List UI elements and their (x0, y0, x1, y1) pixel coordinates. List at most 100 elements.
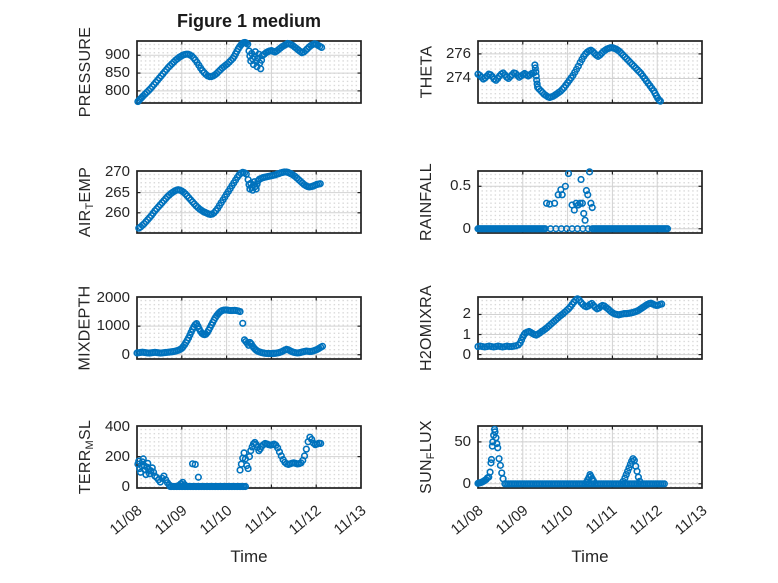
data-point (214, 68, 223, 76)
data-point (498, 469, 506, 477)
data-point (302, 445, 310, 453)
subplot-rainfall: 0 0.5 RAINFALL (418, 163, 703, 241)
subplot-mixdepth: 0 1000 2000 MIXDEPTH (77, 285, 362, 371)
xtick-label-11-09: 11/09 (492, 501, 532, 539)
subplot-sun-flux: 0 50 SUNFLUX 11/08 11/09 11/10 11/11 11/12 11/13 (418, 420, 710, 538)
terr-msl-plot-canvas (134, 425, 362, 491)
data-point (213, 69, 221, 78)
data-point (168, 60, 176, 68)
mixdepth-ytick-label: 2000 (96, 288, 130, 306)
data-point (588, 203, 596, 212)
data-point (487, 459, 495, 467)
data-point (160, 472, 168, 480)
data-point (656, 97, 664, 105)
xtick-label-11-12: 11/12 (285, 501, 325, 539)
h2omixra-plot-canvas (474, 295, 703, 360)
xtick-label-11-10: 11/10 (537, 501, 577, 539)
pressure-ytick-label: 800 (104, 81, 130, 99)
data-point (277, 452, 285, 460)
data-point (239, 319, 247, 327)
subplot-theta: 274 276 THETA (418, 40, 703, 105)
terr-msl-ylabel: TERRMSL (77, 419, 96, 495)
data-point (301, 47, 310, 55)
data-point (191, 460, 199, 469)
h2omixra-ylabel: H2OMIXRA (418, 285, 436, 371)
sun-flux-ytick-label: 0 (462, 474, 471, 492)
xtick-label-11-10: 11/10 (196, 501, 236, 539)
theta-ytick-label: 276 (445, 44, 471, 62)
data-point (494, 444, 502, 452)
data-point (532, 68, 540, 76)
xtick-label-11-12: 11/12 (626, 501, 666, 539)
data-point (493, 439, 501, 448)
theta-ylabel: THETA (418, 45, 436, 99)
h2omixra-ytick-label: 2 (462, 305, 471, 323)
data-point (585, 168, 594, 176)
data-point (225, 58, 233, 66)
data-point (145, 86, 153, 95)
data-point (533, 76, 541, 84)
data-point (577, 175, 585, 184)
data-point (318, 342, 327, 350)
sun-flux-plot-canvas (474, 425, 703, 489)
data-point (622, 470, 630, 479)
h2omixra-ytick-label: 0 (462, 345, 471, 363)
data-point (300, 452, 309, 460)
data-point (257, 56, 266, 64)
data-point (663, 225, 672, 233)
data-point (164, 63, 172, 71)
data-point (317, 43, 326, 52)
data-point (166, 61, 174, 70)
terr-msl-ytick-label: 0 (121, 477, 130, 495)
data-point (496, 461, 505, 469)
xtick-label-11-08: 11/08 (106, 501, 146, 539)
data-point (581, 216, 589, 224)
data-point (584, 191, 592, 199)
data-point (532, 72, 540, 80)
data-point (194, 473, 202, 481)
xtick-label-11-11: 11/11 (582, 501, 621, 538)
data-point (149, 468, 158, 476)
air-temp-plot-canvas (135, 168, 362, 234)
air-temp-ylabel: AIRTEMP (77, 166, 96, 238)
data-point (141, 90, 149, 98)
pressure-ytick-label: 900 (104, 46, 130, 64)
data-point (486, 468, 494, 476)
pressure-plot-canvas (134, 38, 362, 106)
data-point (561, 182, 569, 190)
data-point (634, 473, 642, 481)
theta-plot-canvas (474, 40, 703, 105)
data-point (188, 52, 196, 60)
data-point (244, 464, 252, 473)
pressure-ytick-label: 850 (104, 64, 130, 82)
mixdepth-ylabel: MIXDEPTH (77, 285, 95, 371)
data-point (564, 169, 573, 178)
data-point (624, 467, 632, 475)
xtick-label-11-13: 11/13 (330, 501, 370, 539)
data-point (139, 92, 147, 100)
sun-flux-ytick-label: 50 (454, 432, 471, 450)
terr-msl-ytick-label: 200 (104, 447, 130, 465)
data-point (139, 455, 147, 463)
rainfall-plot-canvas (474, 168, 703, 234)
subplot-pressure: 800 850 900 PRESSURE (77, 27, 362, 117)
rainfall-ytick-label: 0.5 (450, 177, 471, 195)
figure-title: Figure 1 medium (176, 11, 322, 31)
data-point (542, 199, 551, 207)
data-point (143, 88, 151, 96)
xtick-label-11-13: 11/13 (671, 501, 711, 539)
theta-ytick-label: 274 (445, 69, 471, 87)
data-point (580, 209, 588, 218)
data-point (495, 455, 503, 463)
data-point (570, 206, 578, 214)
data-point (236, 466, 244, 474)
mixdepth-plot-canvas (133, 296, 362, 360)
xtick-label-11-08: 11/08 (447, 501, 487, 539)
data-point (223, 60, 232, 68)
sun-flux-ylabel: SUNFLUX (418, 420, 437, 494)
data-point (658, 300, 666, 308)
pressure-ylabel: PRESSURE (77, 26, 94, 118)
data-point (558, 191, 566, 199)
xlabel-time-left: Time (230, 547, 268, 566)
